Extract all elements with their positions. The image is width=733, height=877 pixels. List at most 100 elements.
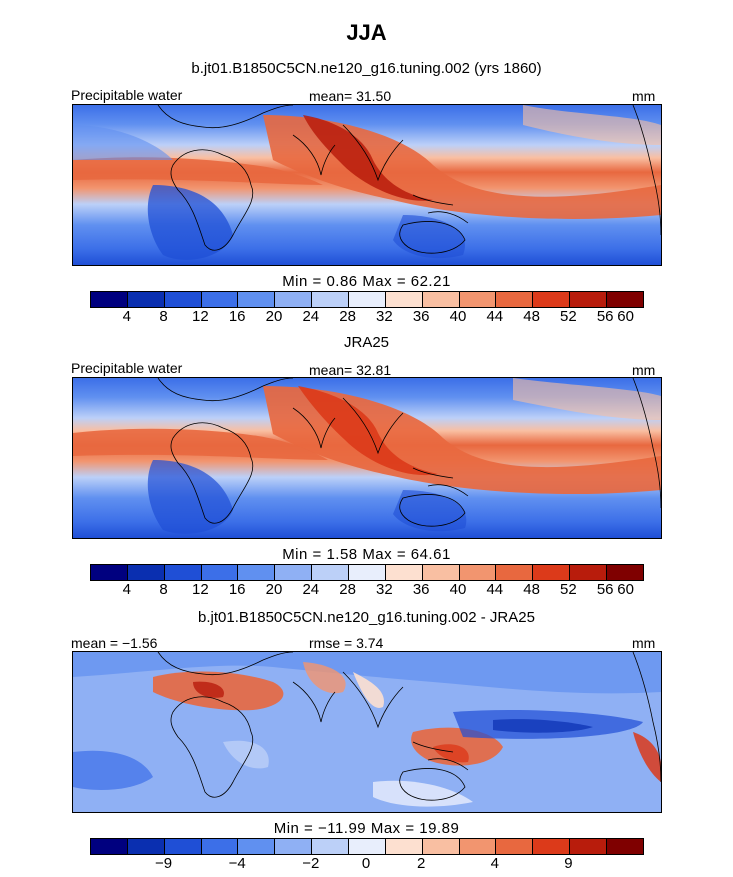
colorbar-tick-label: −2 <box>302 855 320 872</box>
colorbar-swatch <box>459 565 497 580</box>
colorbar-swatch <box>91 292 128 307</box>
colorbar-tick-label: 4 <box>122 581 131 598</box>
colorbar-swatch <box>164 565 202 580</box>
colorbar-swatch <box>312 565 350 580</box>
colorbar-swatch <box>422 839 460 854</box>
colorbar-tick-label: 52 <box>560 581 577 598</box>
panel3-colorbar <box>90 838 644 855</box>
colorbar-tick-label: 20 <box>265 308 283 325</box>
colorbar-swatch <box>385 839 423 854</box>
colorbar-tick-label: 9 <box>564 855 573 872</box>
panel2-map <box>72 377 662 539</box>
panel3-rmse: rmse = 3.74 <box>309 635 384 651</box>
colorbar-tick-label: 36 <box>412 581 430 598</box>
colorbar-swatch <box>570 839 608 854</box>
panel1-colorbar-ticks: 4 8 12 16 20 24 28 32 36 40 44 48 52 56 60 <box>90 308 642 326</box>
colorbar-swatch <box>91 839 128 854</box>
colorbar-tick-label: 56 <box>596 308 614 325</box>
figure-subtitle: b.jt01.B1850C5CN.ne120_g16.tuning.002 (y… <box>191 60 542 77</box>
colorbar-tick-label: −4 <box>228 855 246 872</box>
panel2-mean: mean= 32.81 <box>309 362 392 378</box>
colorbar-swatch <box>422 292 460 307</box>
colorbar-swatch <box>312 839 350 854</box>
colorbar-tick-label: 20 <box>265 581 283 598</box>
panel1-units: mm <box>632 88 656 104</box>
colorbar-tick-label: 48 <box>523 308 540 325</box>
panel1-map <box>72 104 662 266</box>
panel1-mean: mean= 31.50 <box>309 88 392 104</box>
colorbar-swatch <box>607 565 643 580</box>
colorbar-swatch <box>570 292 608 307</box>
colorbar-tick-label: 4 <box>122 308 131 325</box>
colorbar-swatch <box>533 565 571 580</box>
colorbar-swatch <box>496 292 534 307</box>
colorbar-swatch <box>201 292 239 307</box>
panel3-map <box>72 651 662 813</box>
colorbar-tick-label: 24 <box>302 308 320 325</box>
panel2-min-max: Min = 1.58 Max = 64.61 <box>282 546 451 563</box>
colorbar-swatch <box>275 565 313 580</box>
colorbar-swatch <box>385 565 423 580</box>
colorbar-swatch <box>238 565 276 580</box>
panel3-colorbar-ticks: −9 −4 −2 0 2 4 9 <box>90 855 642 873</box>
panel1-variable-label: Precipitable water <box>71 87 183 103</box>
colorbar-swatch <box>201 565 239 580</box>
colorbar-tick-label: 28 <box>339 308 356 325</box>
colorbar-swatch <box>349 292 386 307</box>
colorbar-tick-label: 36 <box>412 308 430 325</box>
panel1-colorbar <box>90 291 644 308</box>
panel3-units: mm <box>632 635 656 651</box>
colorbar-tick-label: 60 <box>617 308 634 325</box>
colorbar-tick-label: 32 <box>376 581 393 598</box>
colorbar-tick-label: 40 <box>449 308 467 325</box>
colorbar-tick-label: 12 <box>192 308 209 325</box>
colorbar-tick-label: 44 <box>486 308 504 325</box>
figure-title: JJA <box>346 20 387 45</box>
colorbar-swatch <box>533 839 571 854</box>
colorbar-swatch <box>201 839 239 854</box>
colorbar-swatch <box>607 839 643 854</box>
colorbar-tick-label: 0 <box>361 855 371 872</box>
colorbar-swatch <box>238 292 276 307</box>
colorbar-tick-label: 40 <box>449 581 467 598</box>
panel2-map-field <box>73 378 661 538</box>
colorbar-swatch <box>533 292 571 307</box>
panel2-units: mm <box>632 362 656 378</box>
colorbar-swatch <box>164 839 202 854</box>
colorbar-swatch <box>349 565 386 580</box>
colorbar-tick-label: 16 <box>228 308 246 325</box>
colorbar-swatch <box>349 839 386 854</box>
panel1-min-max: Min = 0.86 Max = 62.21 <box>282 273 451 290</box>
colorbar-swatch <box>496 565 534 580</box>
colorbar-swatch <box>127 292 165 307</box>
colorbar-swatch <box>312 292 350 307</box>
panel1-map-field <box>73 105 661 265</box>
colorbar-tick-label: 52 <box>560 308 577 325</box>
panel2-variable-label: Precipitable water <box>71 360 183 376</box>
colorbar-swatch <box>127 839 165 854</box>
panel3-map-field <box>73 652 661 812</box>
colorbar-tick-label: 48 <box>523 581 540 598</box>
panel2-colorbar-ticks: 4 8 12 16 20 24 28 32 36 40 44 48 52 56 60 <box>90 581 642 599</box>
colorbar-swatch <box>275 292 313 307</box>
panel3-mean: mean = −1.56 <box>71 635 158 651</box>
colorbar-tick-label: −9 <box>155 855 173 872</box>
colorbar-swatch <box>459 292 497 307</box>
colorbar-swatch <box>127 565 165 580</box>
colorbar-swatch <box>275 839 313 854</box>
colorbar-swatch <box>570 565 608 580</box>
colorbar-tick-label: 8 <box>159 308 168 325</box>
colorbar-swatch <box>385 292 423 307</box>
colorbar-tick-label: 44 <box>486 581 504 598</box>
colorbar-tick-label: 32 <box>376 308 393 325</box>
colorbar-tick-label: 28 <box>339 581 356 598</box>
colorbar-swatch <box>91 565 128 580</box>
colorbar-tick-label: 2 <box>417 855 426 872</box>
panel2-colorbar <box>90 564 644 581</box>
colorbar-swatch <box>164 292 202 307</box>
colorbar-tick-label: 60 <box>617 581 634 598</box>
panel3-min-max: Min = −11.99 Max = 19.89 <box>273 820 460 837</box>
panel2-title: JRA25 <box>343 334 390 351</box>
colorbar-swatch <box>238 839 276 854</box>
colorbar-swatch <box>496 839 534 854</box>
